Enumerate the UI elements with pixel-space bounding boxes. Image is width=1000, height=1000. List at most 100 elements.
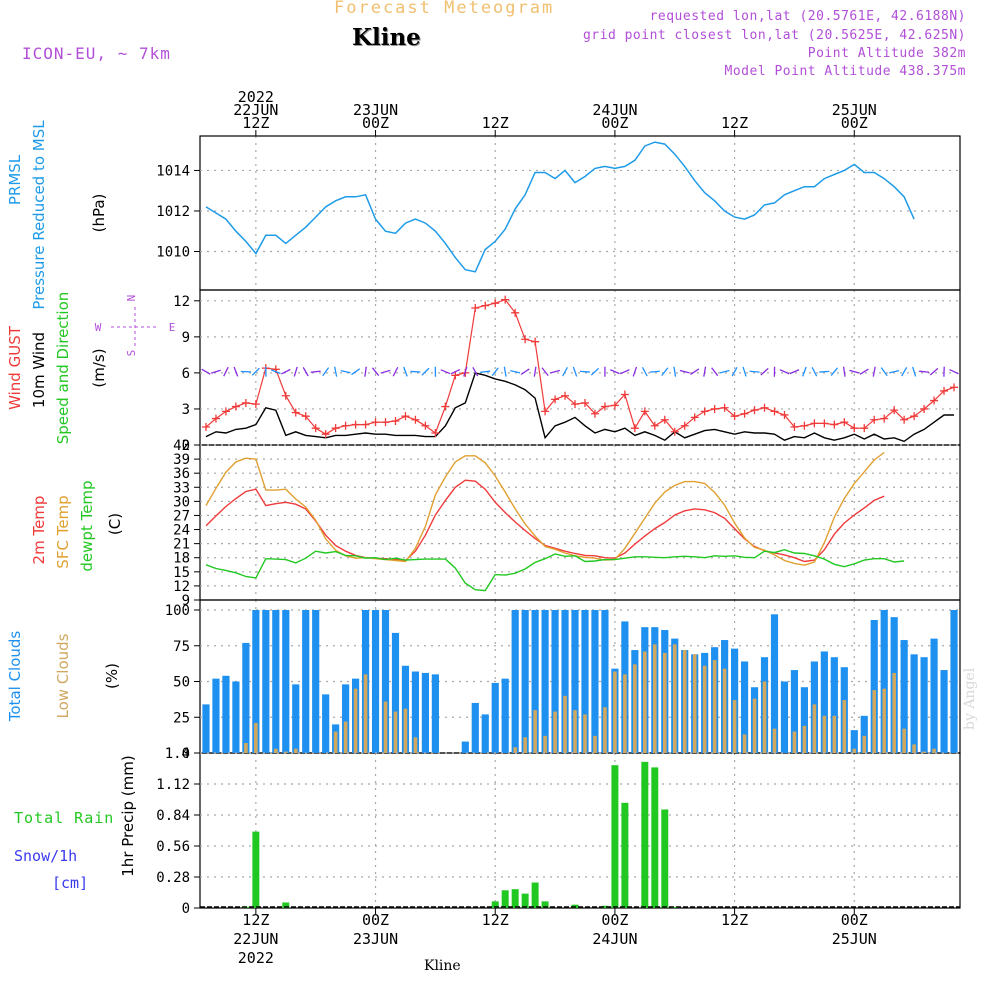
low-cloud-bar [672,644,677,753]
wind-10m-label: 10m Wind [30,332,48,408]
pressure-line [205,141,915,273]
gust-marker [920,404,929,413]
wind-direction-arrow [503,366,507,377]
low-cloud-bar [244,742,248,753]
gust-marker [720,403,729,412]
total-cloud-bar [262,610,270,753]
total-cloud-bar [820,651,828,753]
gust-marker [740,409,749,418]
gust-marker [451,371,460,380]
total-cloud-bar [930,638,938,753]
wind-direction-arrow [610,369,620,375]
gust-marker [571,400,580,409]
gust-marker [551,395,560,404]
y-tick-label: 25 [173,710,190,726]
total-cloud-bar [222,675,230,753]
gust-marker [600,402,609,411]
gust-marker [650,421,659,430]
gust-marker [700,407,709,416]
total-cloud-bar [371,610,380,753]
low-cloud-bar [832,715,837,753]
wind-direction-arrow [690,368,700,375]
low-cloud-bar [343,721,348,753]
gust-marker [371,418,380,427]
gust-marker [860,424,869,433]
low-cloud-bar [812,704,817,753]
y-tick-label: 12 [173,294,190,310]
wind-direction-arrow [270,369,281,375]
gust-marker [471,304,480,313]
total-cloud-bar [830,657,838,753]
wind-direction-arrow [491,367,499,377]
wind-direction-arrow [661,367,669,377]
y-tick-label: 18 [173,551,190,567]
low-cloud-bar [712,660,717,753]
wind-direction-arrow [872,366,876,377]
low-cloud-bar [772,728,777,753]
wind-direction-arrow [830,367,838,377]
low-cloud-bar [912,744,916,753]
gust-marker [590,409,599,418]
time-label-top: 2022 [238,88,274,106]
chart-subtitle: Forecast Meteogram [334,0,555,18]
requested-coords: requested lon,lat (20.5761E, 42.6188N) [649,9,966,24]
wind-direction-arrow [280,368,291,375]
y-tick-label: 9 [182,330,190,346]
total-cloud-bar [481,714,489,753]
gust-marker [840,418,849,427]
time-label-top: 24JUN [592,101,637,119]
time-label-top: 12Z [242,114,269,132]
wind-direction-arrow [719,369,730,374]
wind-direction-arrow [859,368,869,375]
low-cloud-bar [662,652,667,753]
gust-marker [491,299,500,308]
low-cloud-bar [822,715,827,753]
low-cloud-bar [802,725,807,753]
low-cloud-bar [682,650,687,753]
total-cloud-bar [581,610,589,753]
time-label-bottom: 24JUN [592,930,637,948]
gust-marker [221,407,230,416]
pressure-unit-label: (hPa) [90,194,108,233]
compass-cross [111,307,159,347]
wind-direction-arrow [632,366,638,377]
wind-direction-arrow [410,370,421,373]
time-label-bottom: 2022 [238,949,274,967]
total-cloud-bar [531,610,539,753]
low-cloud-bar [293,748,298,753]
rain-bar [661,809,669,908]
wind-direction-arrow [421,367,430,376]
total-cloud-bar [322,694,330,753]
total-cloud-bar [282,610,290,753]
low-cloud-bar [722,668,727,753]
wind-direction-arrow [760,367,769,376]
gust-marker [521,335,530,344]
y-tick-label: 24 [173,523,190,539]
gust-marker [900,415,909,424]
y-tick-label: 1010 [156,245,190,261]
wind-direction-arrow [849,369,860,374]
gust-marker [890,406,899,415]
wind-direction-arrow [371,367,380,377]
time-label-bottom: 00Z [362,911,389,929]
wind-direction-arrow [590,367,600,376]
wind-direction-arrow [579,370,591,373]
wind-direction-arrow [929,367,939,376]
total-cloud-bar [940,670,948,753]
y-tick-label: 0 [182,746,190,762]
wind-direction-arrow [510,369,521,374]
gust-marker [640,407,649,416]
gust-marker [940,386,949,395]
low-cloud-bar [653,644,657,753]
precip-unit-label: 1hr Precip (mm) [119,755,137,876]
low-cloud-bar [752,698,757,753]
compass-n: N [125,295,138,302]
wind-direction-arrow [889,369,900,374]
total-cloud-bar [242,642,250,753]
wind-direction-arrow [520,368,530,376]
wind-direction-arrow [641,366,648,377]
low-cloud-bar [593,735,597,753]
wind-direction-arrow [334,366,338,377]
time-label-bottom: 00Z [841,911,868,929]
